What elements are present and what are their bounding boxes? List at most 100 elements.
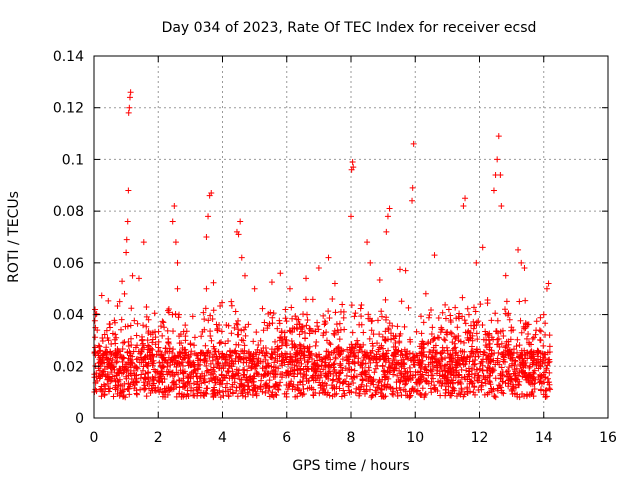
- data-point: [516, 342, 523, 349]
- data-point: [159, 379, 166, 386]
- data-point: [508, 388, 515, 395]
- data-point: [545, 356, 552, 363]
- data-point: [227, 352, 234, 359]
- data-point: [287, 353, 294, 360]
- data-point: [367, 349, 374, 356]
- data-point: [385, 364, 392, 371]
- data-point: [469, 380, 476, 387]
- data-point: [462, 195, 469, 202]
- data-point: [432, 342, 439, 349]
- data-point: [434, 349, 441, 356]
- data-point: [376, 344, 383, 351]
- data-point: [514, 349, 521, 356]
- data-point: [428, 306, 435, 313]
- data-point: [182, 352, 189, 359]
- data-point: [216, 322, 223, 329]
- data-point: [149, 336, 156, 343]
- data-point: [336, 370, 343, 377]
- data-point: [539, 350, 546, 357]
- data-point: [156, 359, 163, 366]
- data-point: [439, 356, 446, 363]
- data-point: [354, 337, 361, 344]
- data-point: [537, 362, 544, 369]
- data-point: [498, 202, 505, 209]
- data-point: [294, 384, 301, 391]
- data-point: [292, 343, 299, 350]
- data-point: [531, 367, 538, 374]
- data-point: [471, 361, 478, 368]
- data-point: [127, 335, 134, 342]
- data-point: [374, 362, 381, 369]
- data-point: [277, 379, 284, 386]
- data-point: [195, 355, 202, 362]
- data-point: [497, 372, 504, 379]
- data-point: [382, 369, 389, 376]
- data-point: [464, 376, 471, 383]
- data-point: [271, 359, 278, 366]
- data-point: [235, 367, 242, 374]
- data-point: [288, 304, 295, 311]
- data-point: [103, 344, 110, 351]
- data-point: [248, 364, 255, 371]
- data-point: [218, 365, 225, 372]
- data-point: [218, 328, 225, 335]
- data-point: [385, 375, 392, 382]
- data-point: [469, 348, 476, 355]
- data-point: [99, 334, 106, 341]
- data-point: [358, 348, 365, 355]
- data-point: [114, 302, 121, 309]
- data-point: [182, 322, 189, 329]
- data-point: [495, 335, 502, 342]
- data-point: [232, 350, 239, 357]
- data-point: [114, 354, 121, 361]
- data-point: [522, 297, 529, 304]
- data-point: [261, 319, 268, 326]
- data-point: [101, 331, 108, 338]
- data-point: [210, 307, 217, 314]
- data-point: [270, 367, 277, 374]
- data-point: [283, 337, 290, 344]
- data-point: [103, 356, 110, 363]
- data-point: [384, 213, 391, 220]
- data-point: [109, 330, 116, 337]
- data-point: [204, 385, 211, 392]
- data-point: [470, 318, 477, 325]
- data-point: [348, 302, 355, 309]
- data-point: [458, 388, 465, 395]
- data-point: [141, 356, 148, 363]
- data-point: [209, 315, 216, 322]
- data-point: [411, 386, 418, 393]
- data-point: [547, 386, 554, 393]
- data-point: [508, 375, 515, 382]
- data-point: [187, 362, 194, 369]
- data-point: [434, 334, 441, 341]
- data-point: [137, 375, 144, 382]
- data-point: [120, 369, 127, 376]
- data-point: [445, 368, 452, 375]
- data-point: [153, 351, 160, 358]
- data-point: [164, 391, 171, 398]
- data-point: [219, 377, 226, 384]
- data-point: [108, 340, 115, 347]
- data-point: [351, 374, 358, 381]
- data-point: [190, 387, 197, 394]
- data-point: [298, 389, 305, 396]
- data-point: [262, 385, 269, 392]
- data-point: [129, 272, 136, 279]
- data-point: [300, 366, 307, 373]
- data-point: [133, 332, 140, 339]
- data-point: [356, 390, 363, 397]
- data-point: [492, 394, 499, 401]
- data-point: [337, 360, 344, 367]
- x-tick-label: 6: [282, 430, 291, 446]
- data-point: [359, 364, 366, 371]
- data-point: [164, 348, 171, 355]
- data-point: [409, 184, 416, 191]
- data-point: [121, 290, 128, 297]
- data-point: [505, 348, 512, 355]
- data-point: [225, 337, 232, 344]
- data-point: [302, 335, 309, 342]
- data-point: [201, 316, 208, 323]
- data-point: [303, 275, 310, 282]
- data-point: [260, 327, 267, 334]
